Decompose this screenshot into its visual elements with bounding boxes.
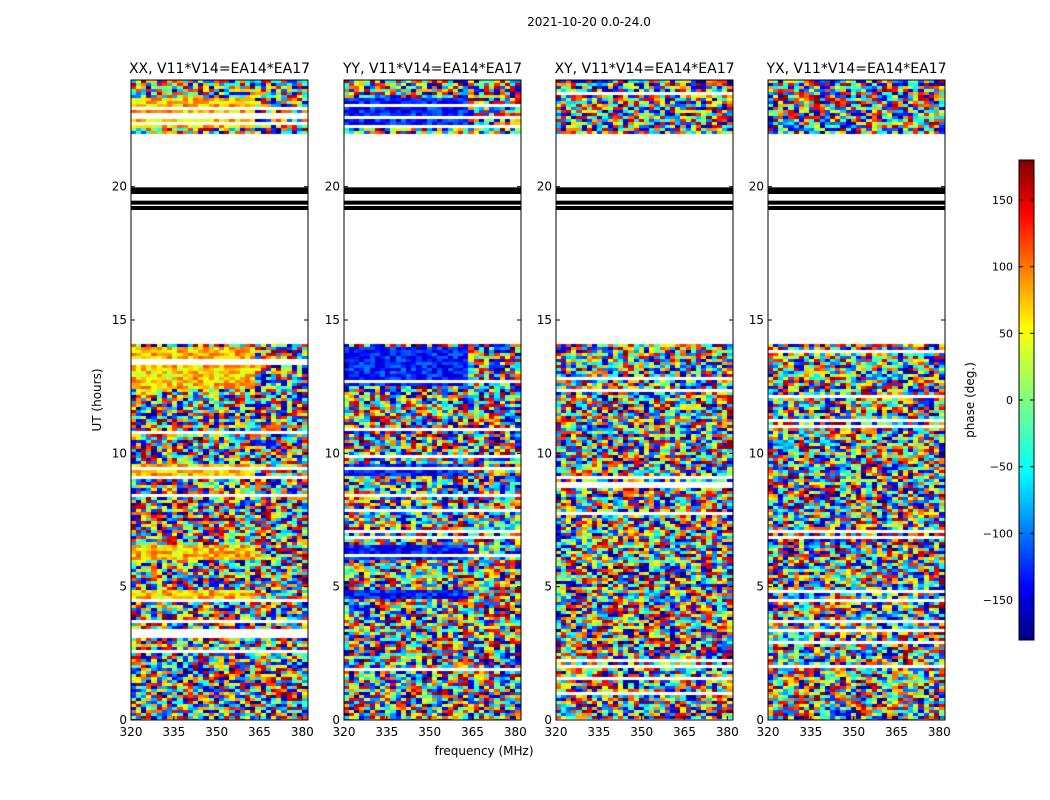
x-tick-label: 365	[461, 725, 484, 739]
y-tick-label: 20	[325, 180, 340, 194]
panel-3: XY, V11*V14=EA14*EA17 320 335 350 365 380 0 5 10…	[537, 61, 739, 739]
x-axis-label: frequency (MHz)	[434, 744, 533, 758]
colorbar-tick-label: 0	[1006, 394, 1013, 407]
flag-line	[344, 187, 521, 192]
colorbar-tick-label: 100	[992, 261, 1013, 274]
panel-4: YX, V11*V14=EA14*EA17 320 335 350 365 380 0 5 10…	[749, 61, 951, 739]
x-tick-label: 380	[504, 725, 527, 739]
panel-frame	[555, 79, 734, 721]
y-tick-label: 10	[112, 446, 127, 460]
x-tick-label: 335	[799, 725, 822, 739]
flag-line	[131, 190, 308, 194]
figure-title: 2021-10-20 0.0-24.0	[527, 15, 651, 29]
y-tick-label: 10	[325, 446, 340, 460]
x-tick-label: 350	[842, 725, 865, 739]
y-tick-label: 20	[749, 180, 764, 194]
x-tick-label: 335	[162, 725, 185, 739]
x-tick-label: 365	[885, 725, 908, 739]
y-tick-label: 15	[112, 313, 127, 327]
panel-1: XX, V11*V14=EA14*EA17 320 335 350 365 380 0 5 10…	[112, 61, 314, 739]
colorbar: −150 −100 −50 0 50 100 150	[983, 159, 1035, 641]
panel-title: YY, V11*V14=EA14*EA17	[342, 61, 522, 77]
flag-line	[556, 190, 733, 194]
y-tick-label: 5	[119, 580, 127, 594]
heatmap-image	[556, 80, 733, 720]
y-tick-label: 5	[756, 580, 764, 594]
y-axis-label: UT (hours)	[90, 368, 104, 431]
x-tick-label: 320	[333, 725, 356, 739]
y-tick-label: 10	[537, 446, 552, 460]
y-tick-label: 15	[537, 313, 552, 327]
panels: XX, V11*V14=EA14*EA17 320 335 350 365 380 0 5 10…	[112, 61, 951, 739]
y-tick-label: 0	[119, 713, 127, 727]
x-tick-label: 335	[375, 725, 398, 739]
flag-line	[768, 206, 945, 210]
flag-line	[768, 190, 945, 194]
flag-line	[556, 206, 733, 210]
panel-title: YX, V11*V14=EA14*EA17	[765, 61, 946, 77]
x-tick-label: 365	[248, 725, 271, 739]
colorbar-label: phase (deg.)	[963, 362, 977, 438]
flag-line	[556, 200, 733, 205]
x-tick-label: 320	[120, 725, 143, 739]
panel-title: XX, V11*V14=EA14*EA17	[129, 61, 310, 77]
x-tick-label: 335	[587, 725, 610, 739]
x-tick-label: 365	[673, 725, 696, 739]
panel-frame	[767, 79, 946, 721]
y-tick-label: 15	[325, 313, 340, 327]
flag-line	[768, 187, 945, 192]
x-tick-label: 320	[545, 725, 568, 739]
flag-line	[131, 187, 308, 192]
x-tick-label: 350	[418, 725, 441, 739]
x-tick-label: 350	[205, 725, 228, 739]
colorbar-tick-label: −150	[983, 594, 1013, 607]
colorbar-tick-label: 150	[992, 194, 1013, 207]
colorbar-tick-label: −100	[983, 527, 1013, 540]
colorbar-tick-label: −50	[990, 461, 1013, 474]
x-tick-label: 380	[928, 725, 951, 739]
flag-line	[131, 206, 308, 210]
x-tick-label: 380	[716, 725, 739, 739]
heatmap-image	[131, 80, 308, 720]
panel-frame	[343, 79, 522, 721]
y-tick-label: 10	[749, 446, 764, 460]
heatmap-image	[768, 80, 945, 720]
x-tick-label: 380	[291, 725, 314, 739]
flag-line	[556, 187, 733, 192]
y-tick-label: 5	[332, 580, 340, 594]
panel-title: XY, V11*V14=EA14*EA17	[554, 61, 734, 77]
x-tick-label: 320	[757, 725, 780, 739]
flag-line	[344, 206, 521, 210]
flag-line	[131, 200, 308, 205]
y-tick-label: 15	[749, 313, 764, 327]
x-tick-label: 350	[630, 725, 653, 739]
y-tick-label: 0	[544, 713, 552, 727]
y-tick-label: 0	[332, 713, 340, 727]
y-tick-label: 5	[544, 580, 552, 594]
flag-line	[344, 190, 521, 194]
flag-line	[344, 200, 521, 205]
colorbar-tick-label: 50	[999, 327, 1013, 340]
heatmap-image	[344, 80, 521, 720]
flag-line	[768, 200, 945, 205]
y-tick-label: 0	[756, 713, 764, 727]
panel-frame	[130, 79, 309, 721]
panel-2: YY, V11*V14=EA14*EA17 320 335 350 365 380 0 5 10…	[325, 61, 527, 739]
y-tick-label: 20	[537, 180, 552, 194]
y-tick-label: 20	[112, 180, 127, 194]
